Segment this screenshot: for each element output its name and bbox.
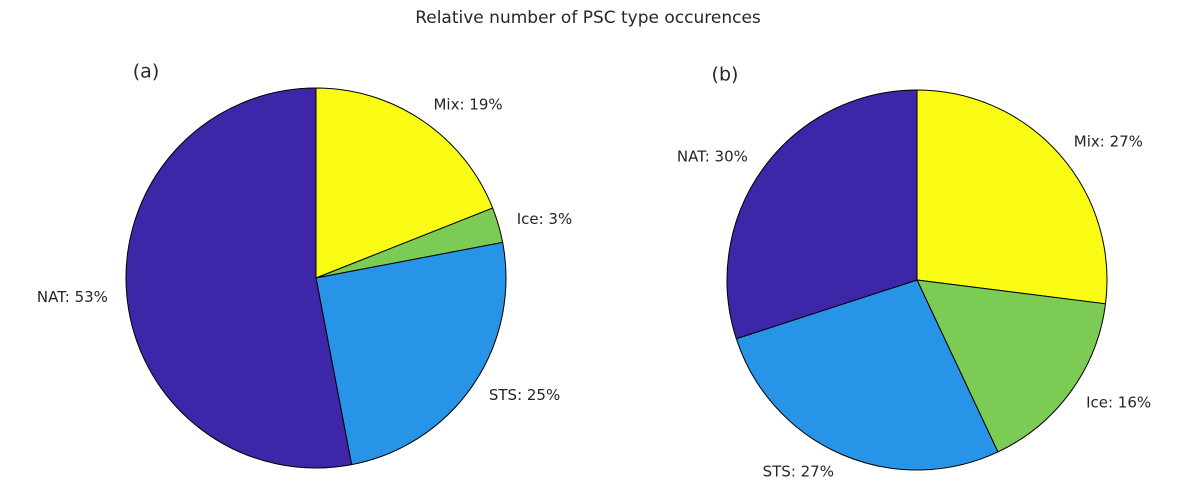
slice-label: Ice: 16% — [1086, 393, 1151, 411]
slice-label: NAT: 53% — [37, 288, 108, 306]
subplot-title: (a) — [133, 61, 159, 83]
pie-slice — [315, 241, 507, 466]
slice-label: Ice: 3% — [517, 210, 573, 228]
pie-slice — [916, 279, 1107, 453]
slice-label: Mix: 19% — [433, 96, 502, 114]
subplot-title: (b) — [712, 64, 739, 86]
pie-slice — [916, 89, 1108, 305]
pie-slice — [726, 89, 918, 340]
figure-title: Relative number of PSC type occurences — [415, 8, 761, 28]
pie-slice — [735, 279, 999, 471]
pie-slice — [125, 87, 353, 469]
slice-label: NAT: 30% — [677, 148, 748, 166]
slice-label: Mix: 27% — [1074, 132, 1143, 150]
slice-label: STS: 25% — [489, 386, 560, 404]
pie-slice — [315, 87, 494, 279]
slice-label: STS: 27% — [763, 462, 834, 480]
